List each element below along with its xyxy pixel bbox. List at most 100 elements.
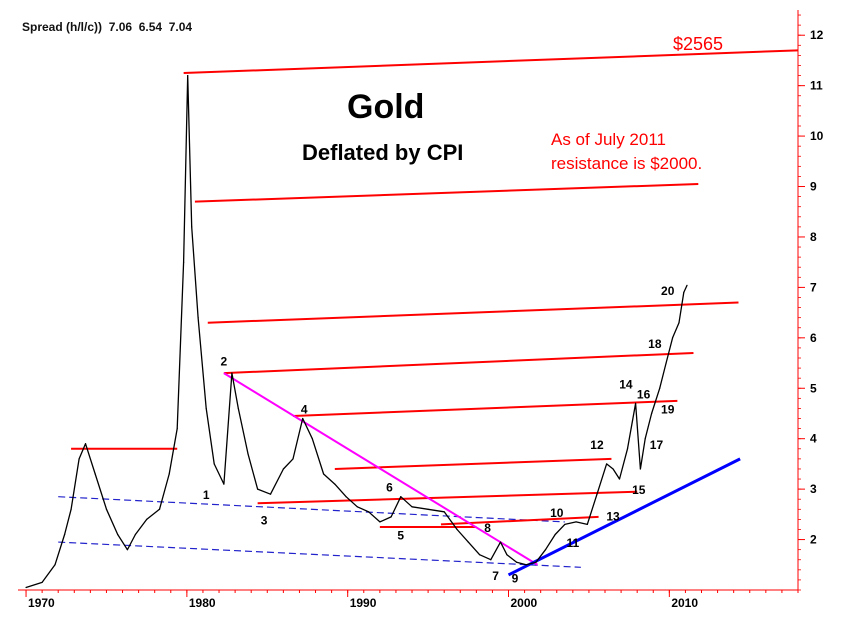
price-point (525, 564, 527, 566)
wave-label-5: 5 (397, 529, 404, 543)
price-point (334, 483, 336, 485)
resistance-line-1 (183, 49, 799, 75)
price-point (478, 554, 481, 556)
price-point (78, 458, 80, 460)
price-point (168, 473, 170, 475)
price-point (146, 518, 148, 520)
price-point (322, 473, 325, 475)
wave-label-19: 19 (661, 402, 675, 416)
price-point (247, 453, 249, 455)
resistance-line-7 (334, 457, 612, 470)
y-tick-label: 6 (810, 331, 817, 345)
price-point (626, 448, 629, 450)
price-point (94, 473, 96, 475)
wave-label-6: 6 (386, 481, 393, 495)
wave-label-7: 7 (492, 569, 499, 583)
price-point (237, 407, 239, 410)
resistance-line-10 (440, 515, 599, 526)
wave-label-16: 16 (637, 387, 651, 401)
wave-label-12: 12 (590, 438, 604, 452)
y-tick-label: 10 (810, 129, 824, 143)
chart-subtitle: Deflated by CPI (302, 140, 464, 165)
y-tick-label: 4 (810, 432, 817, 446)
y-tick-label: 11 (810, 79, 823, 93)
price-point (586, 523, 588, 526)
wave-label-4: 4 (301, 402, 308, 416)
channel-line-1 (58, 496, 565, 523)
y-tick-label: 3 (810, 482, 817, 496)
wave-label-3: 3 (261, 513, 268, 527)
downtrend-line (223, 372, 538, 566)
price-point (634, 402, 637, 404)
price-point (535, 561, 537, 563)
price-point (612, 468, 614, 470)
price-point (467, 541, 469, 543)
price-series (25, 74, 688, 589)
price-line-1 (25, 74, 688, 589)
price-point (269, 493, 272, 495)
price-point (544, 549, 547, 551)
wave-label-11: 11 (567, 536, 580, 550)
price-point (575, 521, 577, 523)
x-tick-label: 1990 (350, 596, 377, 610)
wave-label-14: 14 (619, 377, 633, 391)
price-point (596, 493, 598, 495)
price-point (665, 362, 667, 364)
price-point (443, 511, 445, 513)
price-point (400, 496, 402, 498)
price-point (678, 322, 680, 324)
x-tick-label: 1970 (28, 596, 55, 610)
price-point (292, 458, 294, 460)
target-price-label: $2565 (673, 34, 724, 54)
price-point (187, 74, 189, 77)
price-point (158, 508, 161, 510)
price-point (606, 463, 608, 465)
price-point (213, 463, 215, 465)
wave-label-9: 9 (512, 571, 519, 585)
price-point (117, 533, 119, 536)
resistance-line-5 (292, 399, 678, 417)
price-point (176, 428, 178, 430)
price-point (41, 581, 43, 584)
wave-label-20: 20 (661, 284, 675, 298)
header-low: 6.54 (138, 20, 163, 34)
price-point (515, 561, 518, 563)
price-point (554, 533, 556, 536)
price-point (683, 291, 685, 294)
wave-label-10: 10 (550, 506, 564, 520)
price-point (411, 506, 413, 508)
wave-label-2: 2 (221, 355, 228, 369)
wave-label-15: 15 (632, 483, 646, 497)
wave-label-13: 13 (606, 509, 620, 523)
price-point (105, 508, 108, 510)
trend-lines (223, 372, 741, 577)
price-point (367, 511, 370, 513)
price-point (282, 468, 284, 470)
y-tick-label: 5 (810, 381, 817, 395)
resistance-line-4 (223, 351, 694, 375)
chart-title: Gold (347, 88, 425, 126)
price-point (231, 372, 233, 374)
price-point (379, 521, 381, 523)
price-point (639, 468, 641, 470)
price-point (302, 417, 304, 420)
uptrend-line (507, 457, 741, 577)
header-high: 7.06 (108, 20, 133, 34)
price-point (54, 564, 56, 566)
price-point (205, 407, 207, 410)
price-point (356, 506, 358, 508)
price-point (506, 554, 508, 556)
header-label: Spread (h/l/c)) (22, 20, 103, 34)
price-point (64, 533, 66, 536)
resistance-note: As of July 2011 resistance is $2000. (551, 130, 703, 173)
y-tick-label: 2 (810, 533, 817, 547)
y-tick-label: 7 (810, 280, 817, 294)
price-point (659, 387, 661, 389)
y-tick-label: 12 (810, 28, 824, 42)
price-point (644, 438, 646, 440)
price-point (70, 508, 72, 510)
price-point (257, 488, 259, 490)
chart-header: Spread (h/l/c)) 7.06 6.54 7.04 (22, 20, 192, 34)
